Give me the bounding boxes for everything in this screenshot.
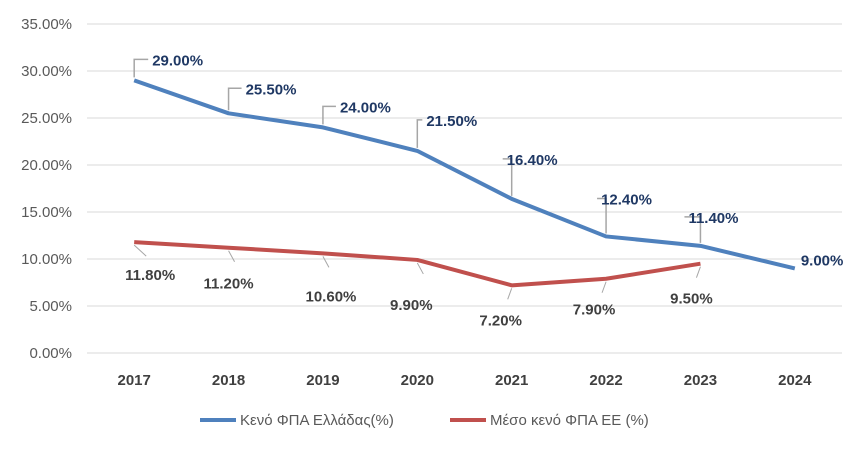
data-label: 29.00%	[152, 52, 203, 69]
leader-line	[416, 262, 424, 275]
data-label: 21.50%	[426, 113, 477, 130]
leader-line	[322, 256, 330, 268]
leader-line	[133, 58, 149, 78]
data-label: 16.40%	[507, 152, 558, 169]
data-label: 9.00%	[801, 252, 844, 269]
data-label: 25.50%	[246, 81, 297, 98]
leader-line	[601, 281, 607, 293]
leader-line	[322, 105, 336, 125]
data-label: 10.60%	[306, 288, 357, 305]
data-label: 7.90%	[573, 302, 616, 319]
data-label: 9.90%	[390, 297, 433, 314]
y-tick-label: 25.00%	[21, 110, 72, 127]
x-tick-label: 2021	[495, 372, 528, 389]
y-tick-label: 10.00%	[21, 251, 72, 268]
leader-line	[695, 266, 701, 278]
x-tick-label: 2022	[589, 372, 622, 389]
data-label: 11.80%	[125, 267, 175, 284]
leader-line	[416, 119, 423, 148]
leader-line	[133, 244, 147, 257]
data-label: 24.00%	[340, 99, 391, 116]
data-label: 11.20%	[204, 276, 254, 293]
legend-label: Κενό ΦΠΑ Ελλάδας(%)	[240, 412, 394, 429]
y-tick-label: 0.00%	[29, 345, 72, 362]
y-tick-label: 20.00%	[21, 157, 72, 174]
data-label: 7.20%	[479, 312, 522, 329]
series-line-1	[133, 78, 796, 271]
legend-label: Μέσο κενό ΦΠΑ ΕΕ (%)	[490, 412, 649, 429]
leader-line	[227, 87, 242, 111]
data-label: 12.40%	[601, 191, 652, 208]
x-tick-label: 2017	[118, 372, 151, 389]
y-tick-label: 15.00%	[21, 204, 72, 221]
y-tick-label: 30.00%	[21, 63, 72, 80]
x-tick-label: 2020	[401, 372, 434, 389]
x-tick-label: 2019	[306, 372, 339, 389]
x-tick-label: 2018	[212, 372, 245, 389]
data-label: 11.40%	[688, 210, 738, 227]
data-label: 9.50%	[670, 291, 713, 308]
x-tick-label: 2024	[778, 372, 812, 389]
leader-line	[684, 216, 702, 243]
y-tick-label: 35.00%	[21, 16, 72, 33]
y-tick-label: 5.00%	[29, 298, 72, 315]
leader-line	[228, 250, 236, 262]
leader-line	[597, 197, 607, 234]
leader-line	[507, 288, 513, 300]
leader-line	[502, 158, 513, 196]
x-tick-label: 2023	[684, 372, 717, 389]
